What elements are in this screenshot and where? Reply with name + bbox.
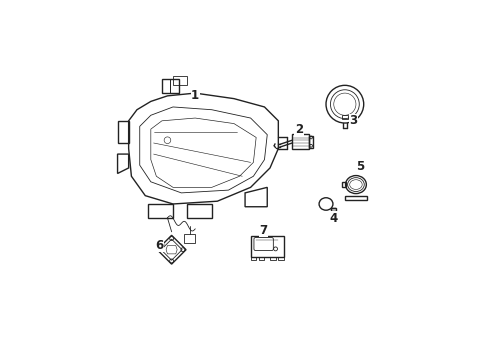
Text: 5: 5	[355, 160, 364, 173]
Text: 3: 3	[348, 114, 357, 127]
Text: 2: 2	[294, 123, 303, 136]
Text: 7: 7	[259, 224, 267, 237]
Text: 6: 6	[155, 239, 163, 252]
Text: 1: 1	[191, 89, 199, 102]
Text: 4: 4	[329, 212, 337, 225]
